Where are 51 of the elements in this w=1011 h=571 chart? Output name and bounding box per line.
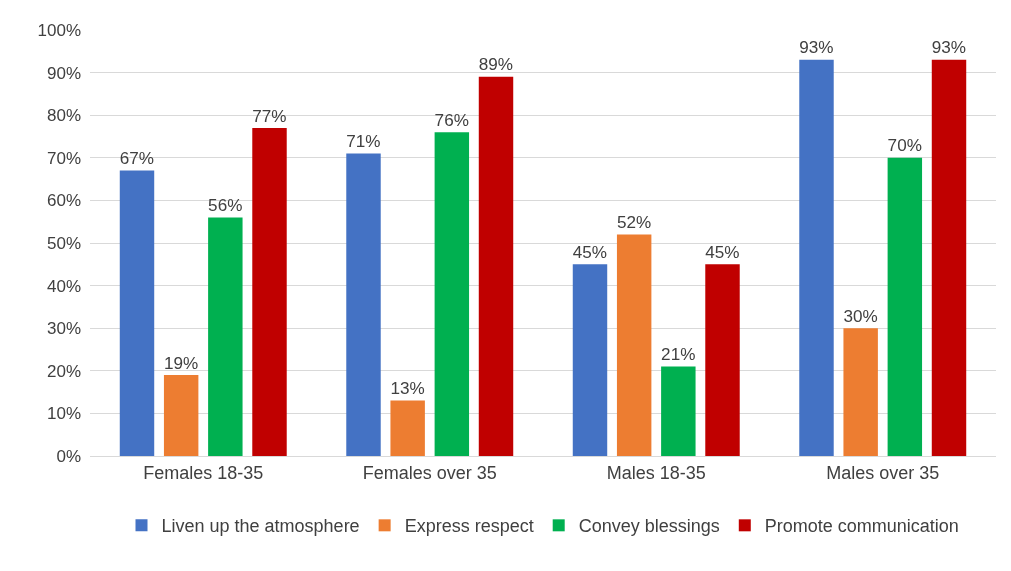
y-tick-label: 50% <box>46 233 81 253</box>
data-label: 30% <box>843 306 878 326</box>
y-tick-label: 80% <box>46 106 81 126</box>
y-tick-label: 10% <box>46 404 81 424</box>
y-tick-label: 40% <box>46 276 81 296</box>
y-tick-label: 70% <box>46 148 81 168</box>
bar <box>616 234 652 456</box>
legend-label: Liven up the atmosphere <box>161 516 360 537</box>
data-label: 70% <box>887 136 922 156</box>
y-tick-label: 100% <box>37 20 81 40</box>
legend-label: Promote communication <box>764 516 959 537</box>
x-tick-label: Males 18-35 <box>606 462 706 483</box>
bar <box>208 217 243 456</box>
bar <box>799 59 834 456</box>
bar <box>434 132 470 456</box>
x-tick-label: Females over 35 <box>362 462 497 483</box>
y-tick-label: 90% <box>46 63 81 83</box>
y-tick-label: 60% <box>46 191 81 211</box>
y-tick-label: 30% <box>46 319 81 339</box>
bar <box>119 170 155 456</box>
data-label: 93% <box>799 38 834 58</box>
data-label: 89% <box>478 55 514 75</box>
bar <box>572 264 608 456</box>
data-label: 67% <box>119 149 155 169</box>
data-label: 52% <box>616 213 652 233</box>
data-label: 93% <box>931 38 967 58</box>
y-tick-label: 20% <box>46 361 81 381</box>
data-label: 76% <box>434 110 469 130</box>
x-tick-label: Females 18-35 <box>143 462 264 483</box>
bar <box>843 328 878 456</box>
data-label: 21% <box>661 345 696 365</box>
bar <box>705 264 740 456</box>
bar <box>478 76 514 456</box>
data-label: 13% <box>390 379 425 399</box>
data-label: 77% <box>252 106 287 126</box>
data-label: 45% <box>572 242 608 262</box>
bar <box>661 366 696 456</box>
y-tick-label: 0% <box>56 446 81 466</box>
bar <box>887 157 923 456</box>
bar <box>163 375 199 456</box>
data-label: 45% <box>705 242 740 262</box>
data-label: 19% <box>163 353 199 373</box>
bar <box>252 127 287 456</box>
legend-label: Express respect <box>404 516 534 537</box>
data-label: 71% <box>346 132 381 152</box>
x-tick-label: Males over 35 <box>826 462 940 483</box>
data-label: 56% <box>208 196 243 216</box>
bar <box>346 153 381 456</box>
bar <box>931 59 967 456</box>
bar <box>390 400 425 456</box>
legend-label: Convey blessings <box>578 516 720 537</box>
